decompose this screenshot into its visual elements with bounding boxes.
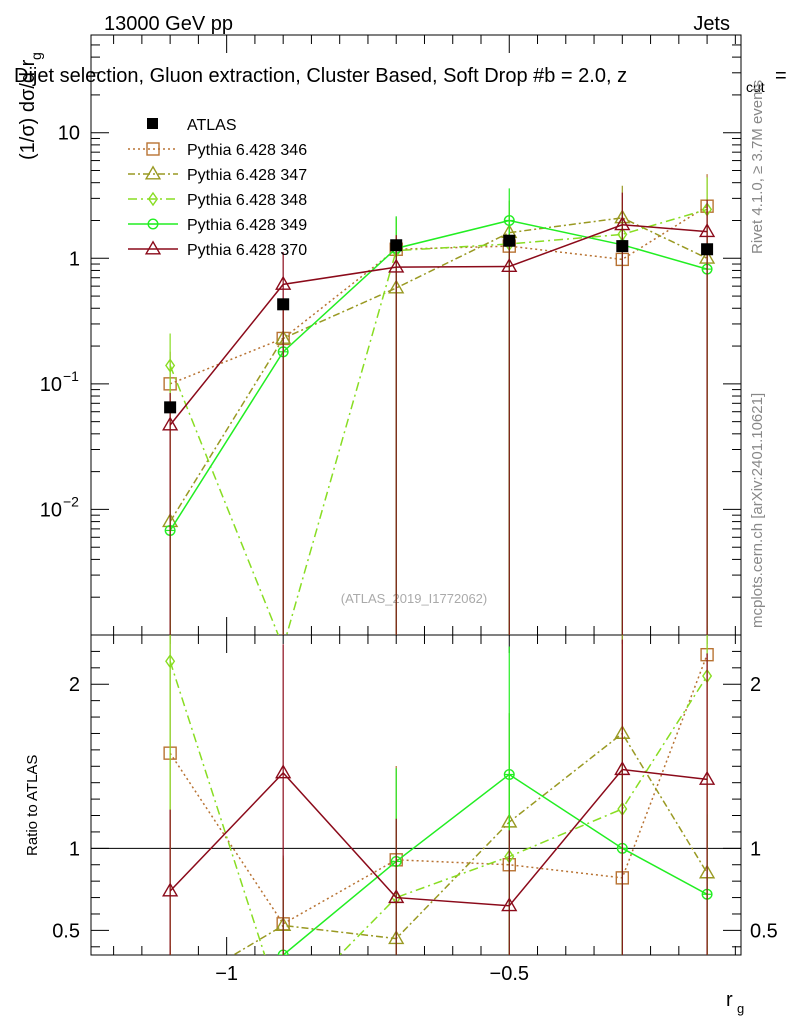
ratio-y-tick-label: 1 <box>69 838 80 860</box>
ratio-series-marker <box>162 882 179 897</box>
atlas-data-point <box>503 234 516 247</box>
main-y-label-subscript: g <box>28 52 44 60</box>
main-y-tick-label: 10 <box>58 123 80 145</box>
atlas-data-points <box>164 234 714 414</box>
legend-marker <box>144 240 162 255</box>
main-series-5 <box>162 192 716 635</box>
ratio-series-line <box>280 773 708 955</box>
legend-marker <box>146 142 160 156</box>
legend-label: Pythia 6.428 349 <box>187 217 307 234</box>
atlas-data-point <box>277 298 290 311</box>
selection-label: Dijet selection, Gluon extraction, Clust… <box>14 65 627 87</box>
legend-marker <box>147 191 159 207</box>
main-y-tick-label: 1 <box>69 248 80 270</box>
rivet-version-label: Rivet 4.1.0, ≥ 3.7M events <box>749 80 766 254</box>
ratio-series-marker <box>614 760 631 776</box>
main-series-marker <box>501 257 518 273</box>
ratio-y-tick-label: 2 <box>69 674 80 696</box>
analysis-watermark: (ATLAS_2019_I1772062) <box>341 591 487 606</box>
main-y-tick-exponent: −1 <box>63 368 79 384</box>
ratio-series-line <box>232 732 708 955</box>
ratio-series-line <box>169 661 708 955</box>
main-series-marker <box>275 275 292 290</box>
x-label-text: r <box>726 989 733 1011</box>
ratio-series-line <box>169 768 708 907</box>
ratio-y-tick-label-right: 1 <box>750 838 761 860</box>
ratio-series-line <box>169 654 708 925</box>
legend-marker <box>144 165 162 180</box>
x-axis-label: r g <box>726 989 744 1016</box>
legend: ATLAS Pythia 6.428 346 Pythia 6.428 347 Pyt… <box>128 117 307 259</box>
energy-label: 13000 GeV pp <box>104 13 233 35</box>
ratio-series-5 <box>162 639 716 955</box>
main-y-tick-exponent: −2 <box>63 493 79 509</box>
category-label: Jets <box>693 13 730 35</box>
ratio-series-marker <box>698 770 716 785</box>
atlas-data-point <box>390 239 403 252</box>
main-series-line <box>169 219 708 531</box>
main-series-line <box>169 208 708 635</box>
main-y-tick-label: 10 <box>40 374 62 396</box>
main-y-tick-label: 10 <box>40 499 62 521</box>
cut-subscript: cut <box>746 79 765 95</box>
ratio-y-ticks: 0.5 0.5 1 1 2 2 <box>52 650 778 948</box>
selection-tail: = <box>775 65 786 87</box>
main-series-marker <box>162 416 179 431</box>
x-tick-label: −0.5 <box>490 963 529 985</box>
legend-atlas-label: ATLAS <box>187 117 237 134</box>
main-series-marker <box>698 223 716 238</box>
ratio-series-2 <box>169 635 716 955</box>
ratio-y-tick-label: 0.5 <box>52 920 80 942</box>
atlas-data-point <box>164 401 177 414</box>
legend-label: Pythia 6.428 346 <box>187 142 307 159</box>
legend-label: Pythia 6.428 348 <box>187 192 307 209</box>
mcplots-label: mcplots.cern.ch [arXiv:2401.10621] <box>749 393 766 628</box>
x-tick-label: −1 <box>215 963 238 985</box>
ratio-y-axis-label: Ratio to ATLAS <box>24 755 41 856</box>
ratio-panel-frame <box>90 634 742 956</box>
legend-label: Pythia 6.428 347 <box>187 167 307 184</box>
ratio-series-3 <box>165 635 713 955</box>
ratio-series-marker <box>501 897 518 912</box>
ratio-series-group <box>162 635 716 955</box>
main-series-line <box>169 217 708 522</box>
legend-atlas-marker <box>147 118 158 129</box>
atlas-data-point <box>701 243 714 256</box>
ratio-series-1 <box>163 635 714 955</box>
ratio-series-marker <box>388 888 405 904</box>
x-label-subscript: g <box>737 1001 744 1016</box>
legend-label: Pythia 6.428 370 <box>187 242 307 259</box>
ratio-series-marker <box>275 764 292 779</box>
ratio-y-tick-label-right: 2 <box>750 674 761 696</box>
main-y-label-text: (1/σ) dσ/d r <box>17 59 39 160</box>
main-series-marker <box>388 258 405 273</box>
ratio-series-marker <box>165 654 176 669</box>
atlas-data-point <box>616 240 629 253</box>
main-series-line <box>169 223 708 426</box>
main-series-marker <box>614 216 631 231</box>
main-series-line <box>169 205 708 385</box>
main-series-marker <box>165 358 176 373</box>
main-y-axis-label: (1/σ) dσ/d r g <box>17 52 44 160</box>
ratio-y-tick-label-right: 0.5 <box>750 920 778 942</box>
